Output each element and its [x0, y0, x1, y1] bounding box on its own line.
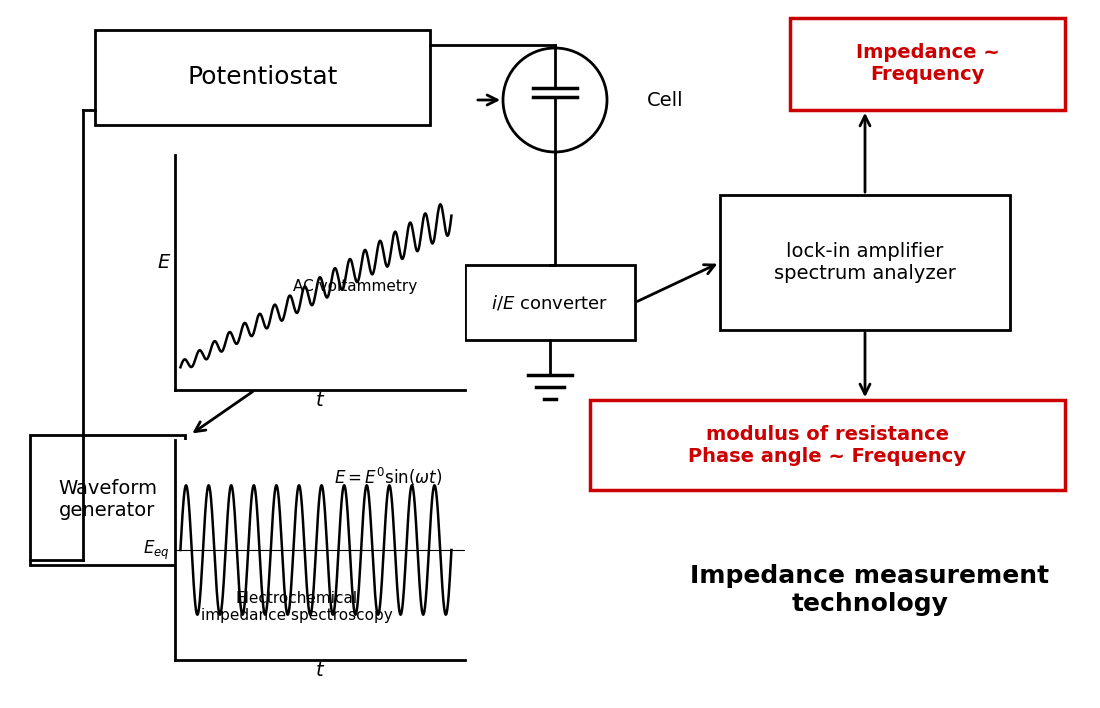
- Text: Waveform
generator: Waveform generator: [58, 479, 157, 520]
- Bar: [790, 18, 1065, 110]
- Y-axis label: $E$: $E$: [156, 253, 170, 273]
- Text: Impedance ~
Frequency: Impedance ~ Frequency: [856, 43, 1000, 84]
- Text: $E=E^0\sin(\omega t)$: $E=E^0\sin(\omega t)$: [334, 466, 443, 488]
- Text: Electrochemical
impedance spectroscopy: Electrochemical impedance spectroscopy: [201, 591, 393, 624]
- Text: Impedance measurement
technology: Impedance measurement technology: [691, 564, 1049, 616]
- Text: $E_{eq}$: $E_{eq}$: [143, 538, 169, 561]
- Text: lock-in amplifier
spectrum analyzer: lock-in amplifier spectrum analyzer: [774, 242, 956, 283]
- Bar: [30, 435, 185, 565]
- Bar: [590, 400, 1065, 490]
- Bar: [95, 30, 430, 125]
- Text: AC voltammetry: AC voltammetry: [293, 279, 417, 295]
- Bar: [720, 195, 1010, 330]
- Bar: [465, 265, 635, 340]
- Text: Cell: Cell: [647, 91, 683, 110]
- X-axis label: $t$: $t$: [315, 661, 326, 680]
- Text: $i/E$ converter: $i/E$ converter: [492, 293, 608, 312]
- X-axis label: $t$: $t$: [315, 392, 326, 411]
- Text: modulus of resistance
Phase angle ~ Frequency: modulus of resistance Phase angle ~ Freq…: [689, 425, 967, 465]
- Text: Potentiostat: Potentiostat: [187, 66, 338, 89]
